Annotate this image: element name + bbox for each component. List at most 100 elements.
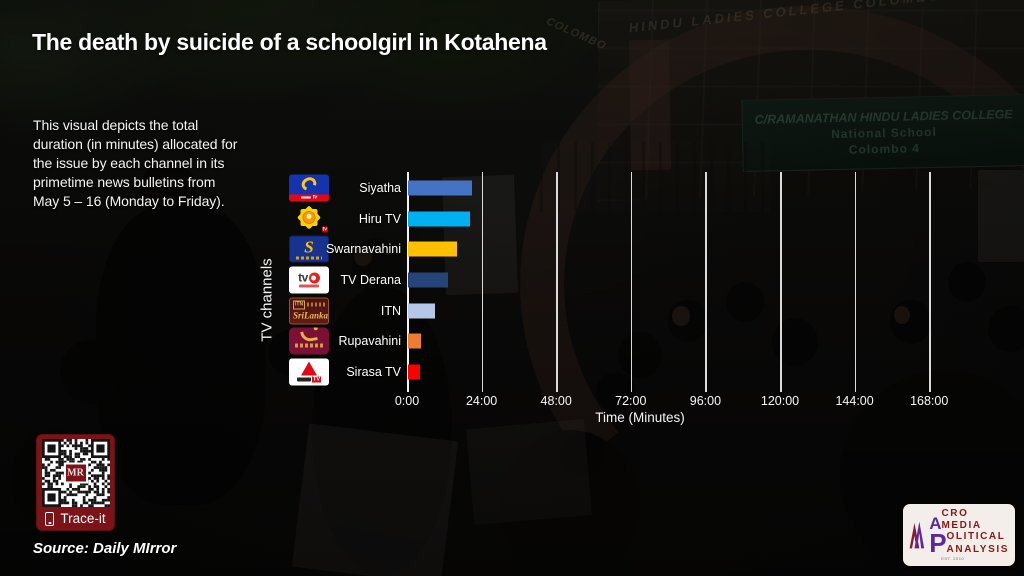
chart-row-derana: tv TV Derana [0,265,1024,296]
qr-center-logo: MR [63,462,88,484]
rupavahini-swan-icon [300,329,318,344]
crowd-silhouette [672,306,690,326]
protest-placard [978,170,1024,262]
channel-label: Rupavahini [338,334,401,349]
sirasa-tv-text: TV [311,376,322,383]
chart-row-itn: ITN SriLanka ITN [0,295,1024,326]
bar-swarnavahini [408,241,457,257]
x-tick-label: 24:00 [465,394,498,408]
chart-row-siyatha: tv Siyatha [0,173,1024,204]
brand-line1: A CRO MEDIA [929,508,1009,533]
trees-silhouette [0,0,640,150]
itn-logo-top: ITN [293,300,325,310]
derana-eye-icon [308,272,320,284]
crowd-silhouette [772,318,818,366]
phone-icon [45,511,55,526]
brand-line1-text: CRO MEDIA [941,508,982,531]
hiru-sun-icon [302,210,316,224]
channel-label: Sirasa TV [346,364,401,379]
sirasa-triangle-icon [301,361,317,376]
gridline [705,172,707,392]
channel-label: Swarnavahini [325,242,401,257]
gridline [780,172,782,392]
chart-description: This visual depicts the total duration (… [33,117,238,209]
qr-code: MR [41,439,110,507]
rupavahini-script [295,343,323,348]
crowd-silhouette [596,372,636,412]
channel-label: TV Derana [340,272,401,287]
siyatha-logo-icon: tv [289,174,329,202]
chart-row-sirasa: TV Sirasa TV [0,357,1024,388]
sirasa-logo-row: TV [296,376,322,383]
derana-tv-text: tv [298,270,308,285]
brand-m-icon [909,521,925,549]
x-tick-label: 72:00 [615,394,647,408]
sirasa-script [296,377,311,382]
gridline [556,172,558,392]
brand-line3-text: ANALYSIS [946,543,1009,555]
gridline [929,172,931,392]
itn-srilanka-text: SriLanka [293,310,329,321]
chart-row-hiru: tv Hiru TV [0,203,1024,234]
crowd-silhouette [948,262,986,302]
x-tick-label: 96:00 [689,394,722,408]
bar-tv-derana [408,272,449,288]
crowd-silhouette [96,205,266,505]
sirasa-tv-logo-icon: TV [289,358,329,386]
crowd-silhouette [560,432,606,476]
gridline [854,172,857,392]
crowd-silhouette [312,286,452,576]
channel-label: Siyatha [359,180,401,195]
x-axis-label: Time (Minutes) [595,410,685,425]
derana-script [299,284,319,288]
bar-hiru-tv [408,211,470,227]
bar-chart: tv Siyatha tv Hiru TV S [0,173,1024,388]
crowd-silhouette [354,246,372,266]
x-tick-label: 48:00 [540,394,572,408]
siyatha-swirl-icon [299,174,319,193]
crowd-silhouette [726,282,764,322]
swarnavahini-script [296,256,322,260]
chart-row-swarnavahini: S Swarnavahini [0,234,1024,265]
gridline [481,172,484,392]
siyatha-band-script [300,196,311,199]
siyatha-band: tv [289,194,329,202]
itn-abbr-text: ITN [293,300,306,310]
tv-derana-logo-icon: tv [289,266,329,294]
swarnavahini-s-letter: S [304,237,314,257]
bar-itn [408,303,436,319]
crowd-silhouette [988,306,1024,352]
x-ticks: 0:00 24:00 48:00 72:00 96:00 120:00 144:00 168:… [0,394,1024,410]
rupavahini-logo-icon [289,327,329,355]
crowd-silhouette [894,306,910,324]
chart-row-rupavahini: Rupavahini [0,326,1024,357]
itn-ornament [307,302,325,307]
brand-line2-text: OLITICAL [946,531,1006,543]
source-credit: Source: Daily MIrror [33,540,177,557]
brand-line23-col: OLITICAL ANALYSIS [947,531,1009,555]
qr-panel: MR Trace-it [36,434,115,531]
hiru-tv-logo-icon: tv [292,205,328,233]
x-tick-label: 0:00 [394,394,420,408]
x-tick-label: 144:00 [835,394,874,408]
page-title: The death by suicide of a schoolgirl in … [32,29,547,55]
brand-est-text: EST. 2010 [941,556,965,562]
crowd-silhouette [618,332,662,378]
gate-fence [540,142,770,212]
brand-initial-p: P [929,528,947,559]
brand-initial-a: A [929,513,942,533]
siyatha-band-text: tv [312,194,318,201]
hiru-tv-text: tv [321,226,328,233]
x-tick-label: 120:00 [760,394,800,408]
trace-it-label: Trace-it [60,511,106,526]
channel-label: ITN [380,303,401,318]
brand-text: A CRO MEDIA P OLITICAL ANALYSIS EST. 201… [929,508,1009,562]
bar-sirasa-tv [408,364,421,380]
swarnavahini-logo-icon: S [289,235,329,263]
bar-siyatha [408,180,472,196]
gridline [630,172,633,392]
channel-label: Hiru TV [358,211,401,226]
